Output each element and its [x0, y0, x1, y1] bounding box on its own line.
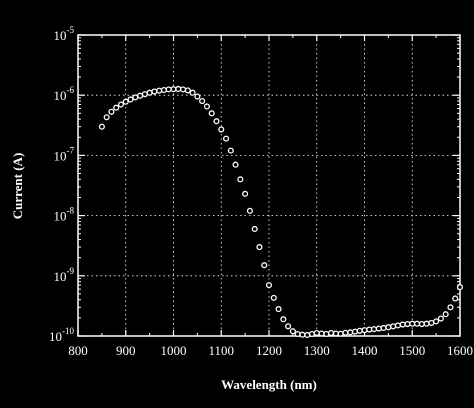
- data-point: [227, 147, 234, 154]
- data-point: [127, 96, 134, 103]
- data-point: [280, 316, 287, 323]
- y-tick-label: 10-5: [54, 25, 75, 43]
- data-point: [366, 326, 373, 333]
- data-point: [385, 324, 392, 331]
- data-point: [184, 87, 191, 94]
- data-point: [409, 320, 416, 327]
- data-point: [456, 284, 464, 291]
- x-tick-label: 1400: [352, 343, 378, 358]
- data-point: [141, 91, 148, 98]
- data-point: [189, 89, 196, 96]
- data-point: [351, 328, 359, 335]
- data-point: [265, 282, 273, 289]
- data-point: [108, 108, 115, 115]
- data-point: [418, 320, 425, 328]
- data-point: [313, 329, 320, 337]
- data-point: [170, 86, 177, 93]
- data-point: [256, 244, 263, 251]
- data-point: [394, 322, 401, 329]
- data-point: [285, 323, 292, 330]
- data-point: [146, 89, 153, 96]
- data-point: [242, 190, 249, 197]
- data-point: [304, 331, 311, 339]
- data-point: [151, 88, 158, 95]
- x-tick-label: 1600: [447, 343, 473, 358]
- x-tick-label: 800: [68, 343, 88, 358]
- data-point: [237, 176, 244, 183]
- data-point: [442, 311, 449, 318]
- data-point: [218, 126, 225, 133]
- x-tick-label: 1300: [304, 343, 330, 358]
- data-point: [318, 330, 325, 337]
- data-point: [452, 295, 459, 302]
- data-point: [246, 207, 253, 214]
- data-point: [194, 93, 201, 100]
- data-point: [323, 330, 330, 338]
- data-point: [232, 161, 239, 168]
- y-tick-label: 10-8: [54, 206, 75, 224]
- data-point: [308, 330, 316, 338]
- data-point: [347, 329, 354, 336]
- data-point: [275, 306, 282, 313]
- data-point: [203, 103, 210, 110]
- data-point: [199, 97, 206, 105]
- data-point: [380, 324, 387, 332]
- data-point: [294, 330, 301, 338]
- data-point: [270, 294, 277, 301]
- data-point: [375, 325, 382, 332]
- data-point: [399, 321, 406, 328]
- data-point: [261, 262, 268, 269]
- data-point: [356, 327, 363, 334]
- data-point: [137, 92, 144, 99]
- data-point: [103, 114, 110, 121]
- axis-ticks: [77, 34, 461, 337]
- y-tick-label: 10-10: [49, 326, 74, 344]
- data-point: [423, 320, 430, 327]
- data-point: [117, 101, 125, 108]
- x-tick-label: 1100: [208, 343, 234, 358]
- data-point: [299, 331, 306, 338]
- y-tick-labels: 10-10 10-9 10-8 10-7 10-6 10-5: [49, 25, 74, 344]
- data-point: [222, 135, 230, 142]
- data-point: [175, 85, 182, 93]
- x-tick-label: 1000: [161, 343, 187, 358]
- data-point: [122, 98, 129, 105]
- data-point: [337, 330, 344, 337]
- data-point: [165, 86, 172, 93]
- data-point: [390, 323, 397, 330]
- x-tick-label: 900: [116, 343, 136, 358]
- data-point: [433, 318, 440, 325]
- data-point: [370, 326, 378, 333]
- data-point: [180, 86, 187, 93]
- data-point: [328, 329, 335, 337]
- data-point: [213, 118, 220, 125]
- x-tick-label: 1500: [399, 343, 425, 358]
- data-point: [251, 225, 258, 233]
- data-point: [361, 327, 368, 334]
- data-point: [413, 320, 421, 327]
- y-tick-label: 10-6: [54, 85, 75, 103]
- data-point: [156, 87, 163, 94]
- x-tick-labels: 800 900 1000 1100 1200 1300 1400 1500 1600: [68, 343, 473, 358]
- y-tick-label: 10-7: [54, 145, 75, 163]
- data-point: [437, 315, 444, 322]
- data-point: [132, 94, 139, 101]
- data-points: [98, 85, 464, 339]
- data-point: [289, 328, 296, 335]
- x-tick-label: 1200: [256, 343, 282, 358]
- data-point: [160, 86, 168, 94]
- y-tick-label: 10-9: [54, 266, 75, 284]
- data-point: [98, 123, 105, 130]
- data-point: [208, 110, 215, 117]
- y-axis-title: Current (A): [10, 153, 25, 220]
- x-axis-title: Wavelength (nm): [221, 377, 317, 392]
- data-point: [342, 329, 349, 336]
- data-point: [428, 319, 435, 326]
- data-point: [113, 104, 120, 111]
- data-point: [404, 320, 411, 328]
- data-point: [447, 304, 454, 311]
- data-point: [332, 330, 339, 337]
